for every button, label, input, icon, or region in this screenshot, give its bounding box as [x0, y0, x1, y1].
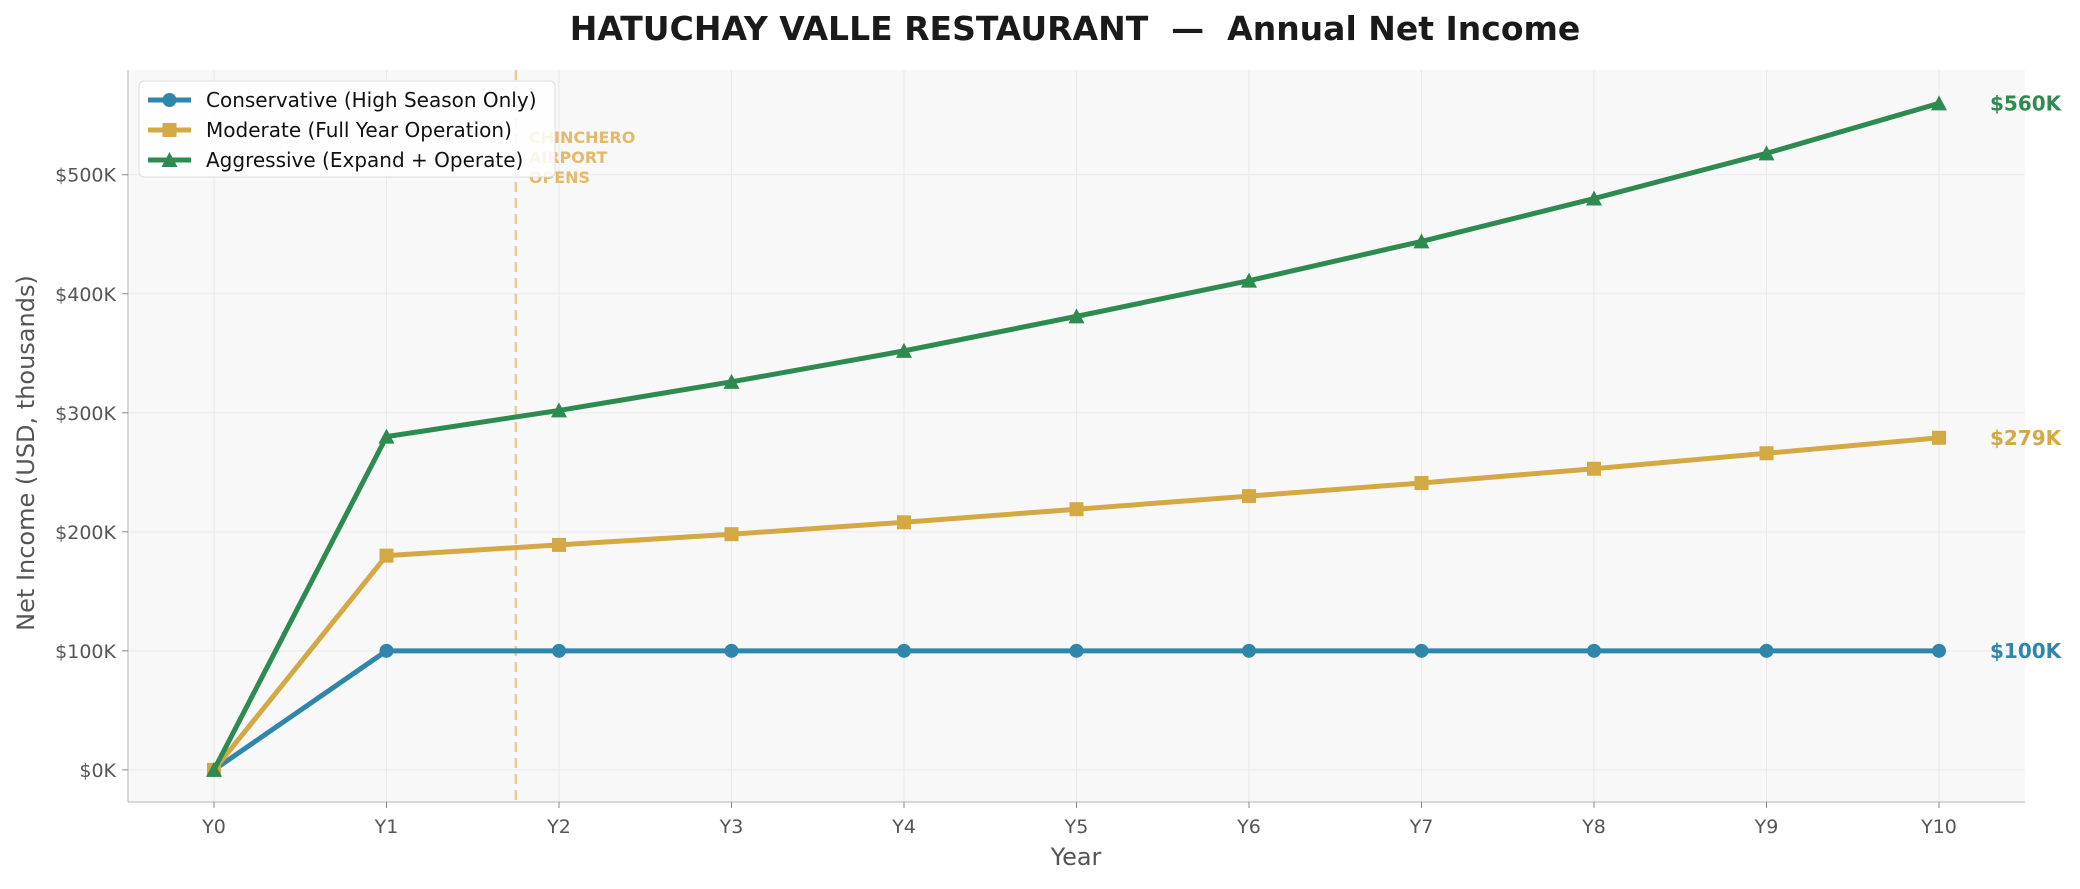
legend-marker	[161, 152, 178, 167]
data-point	[379, 548, 394, 563]
data-point	[1069, 643, 1084, 658]
data-point	[723, 373, 740, 389]
data-point	[552, 537, 566, 552]
y-tick-label: $200K	[55, 522, 116, 544]
data-point	[1242, 489, 1256, 504]
data-point	[1414, 643, 1429, 658]
chart-title: HATUCHAY VALLE RESTAURANT — Annual Net I…	[570, 9, 1581, 48]
x-tick-label: Y1	[374, 816, 399, 838]
data-point	[206, 761, 222, 777]
data-point	[1413, 233, 1430, 249]
x-tick-label: Y7	[1409, 816, 1434, 838]
data-point	[1586, 190, 1602, 206]
data-point	[379, 643, 394, 658]
data-point	[896, 342, 912, 358]
x-tick-label: Y2	[546, 816, 571, 838]
legend: Conservative (High Season Only) Moderate …	[138, 80, 556, 178]
x-tick-label: Y10	[1920, 816, 1957, 838]
data-point	[1931, 95, 1947, 111]
data-point	[897, 515, 911, 530]
y-tick-label: $100K	[55, 641, 116, 663]
data-point	[1758, 145, 1775, 161]
x-tick-label: Y0	[201, 816, 226, 838]
data-point	[1068, 308, 1085, 324]
data-point	[552, 643, 566, 658]
x-tick-label: Y8	[1581, 816, 1606, 838]
y-tick-label: $300K	[55, 403, 116, 425]
plot-area: Y0 Y1 Y2 Y3 Y4 Y5 Y6 Y7 Y8 Y9 Y10 $0K $100K $200K $300…	[55, 70, 2063, 838]
data-point	[1414, 476, 1429, 491]
legend-box	[138, 80, 556, 178]
legend-label: Conservative (High Season Only)	[206, 88, 537, 112]
y-axis-title: Net Income (USD, thousands)	[12, 275, 40, 631]
data-point	[1587, 643, 1601, 658]
data-point	[724, 643, 739, 658]
y-tick-label: $400K	[55, 284, 116, 306]
x-tick-label: Y9	[1754, 816, 1779, 838]
y-tick-label: $0K	[79, 760, 116, 782]
x-tick-label: Y3	[719, 816, 744, 838]
data-point	[551, 402, 567, 418]
x-axis-title: Year	[1050, 843, 1102, 871]
series-end-label: $100K	[1990, 639, 2063, 663]
data-point	[1932, 643, 1946, 658]
data-point	[897, 643, 911, 658]
legend-marker	[162, 123, 177, 137]
y-tick-label: $500K	[55, 165, 116, 187]
data-point	[1069, 502, 1084, 517]
data-point	[1932, 430, 1946, 445]
data-point	[1242, 643, 1256, 658]
data-point	[724, 527, 739, 542]
series-end-label: $560K	[1990, 91, 2063, 115]
series-end-label: $279K	[1990, 426, 2063, 450]
data-point	[1241, 272, 1257, 288]
data-point	[1759, 643, 1774, 658]
legend-label: Moderate (Full Year Operation)	[206, 118, 512, 142]
data-point	[1759, 446, 1774, 461]
legend-label: Aggressive (Expand + Operate)	[206, 148, 523, 172]
data-point	[378, 428, 395, 444]
legend-marker	[162, 93, 177, 107]
x-tick-label: Y6	[1236, 816, 1261, 838]
x-tick-label: Y5	[1064, 816, 1089, 838]
x-tick-label: Y4	[891, 816, 916, 838]
data-point	[1587, 461, 1601, 476]
